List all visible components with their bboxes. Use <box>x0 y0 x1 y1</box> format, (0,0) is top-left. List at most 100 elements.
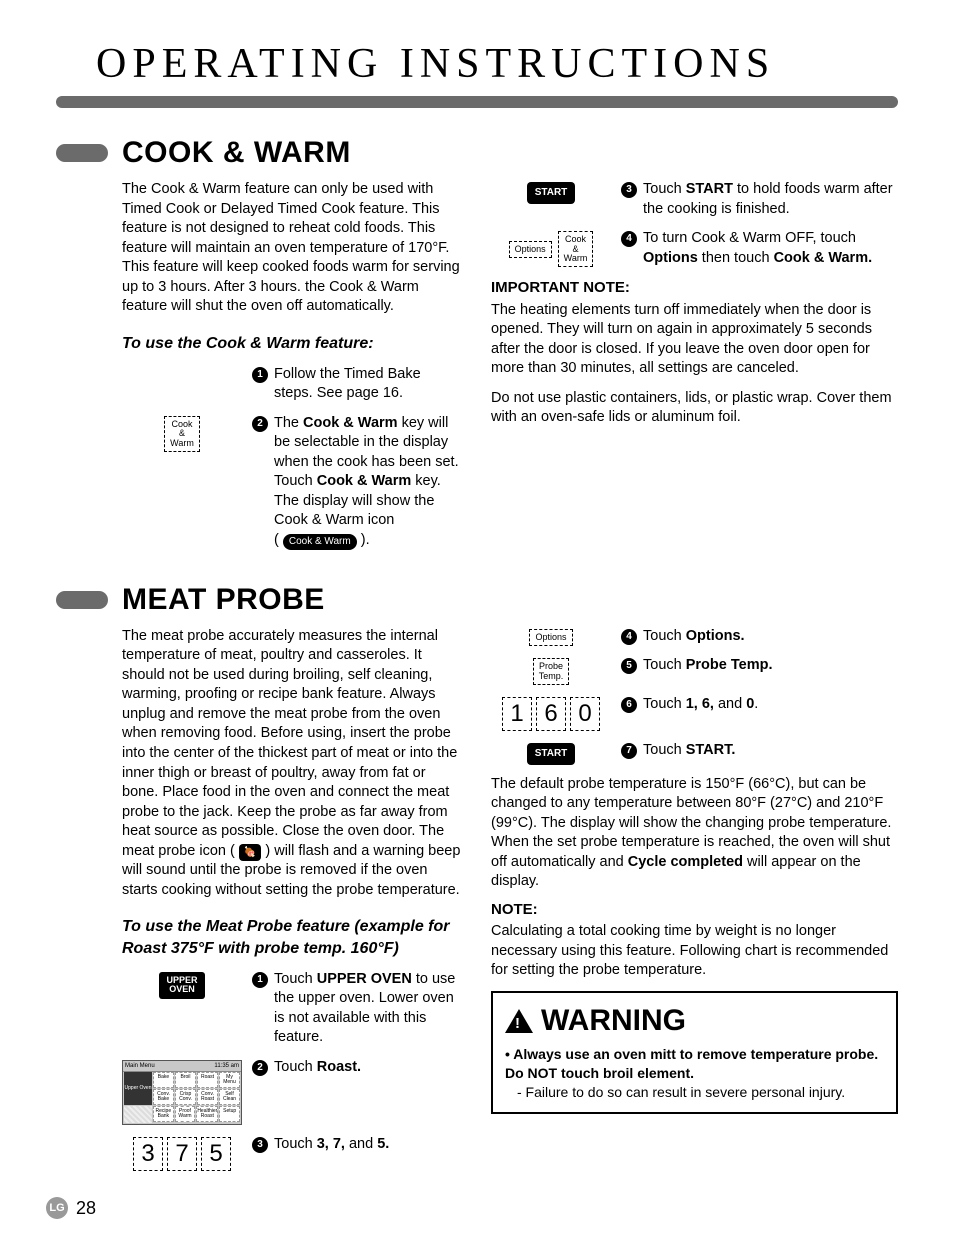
important-note-2: Do not use plastic containers, lids, or … <box>491 389 898 428</box>
t: 5. <box>377 1136 389 1152</box>
start-button[interactable]: START <box>527 743 576 765</box>
digit-7[interactable]: 7 <box>167 1137 197 1171</box>
cook-warm-key[interactable]: Cook & Warm <box>164 416 200 452</box>
cell: Proof Warm <box>175 1106 196 1122</box>
upper-oven-button[interactable]: UPPER OVEN <box>159 972 205 999</box>
cookwarm-subhead: To use the Cook & Warm feature: <box>122 333 463 355</box>
mp-step6: Touch 1, 6, and 0. <box>643 695 898 731</box>
cell: Conv. Roast <box>197 1089 218 1105</box>
t: Touch <box>643 696 686 712</box>
mp-step4: Touch Options. <box>643 627 898 647</box>
section-title-meatprobe: MEAT PROBE <box>122 583 325 617</box>
probe-icon: 🍖 <box>239 844 261 862</box>
t: and <box>345 1136 377 1152</box>
t: Probe Temp. <box>686 657 773 673</box>
t: Cook & Warm. <box>774 250 873 266</box>
probe-temp-key[interactable]: Probe Temp. <box>533 658 570 685</box>
cook-warm-key-2[interactable]: Cook & Warm <box>558 231 594 267</box>
digit-row-375: 3 7 5 <box>133 1137 231 1171</box>
step-num-3: 3 <box>252 1137 268 1153</box>
digit-0[interactable]: 0 <box>570 697 600 731</box>
t: 0 <box>746 696 754 712</box>
t: and <box>714 696 746 712</box>
meatprobe-subhead: To use the Meat Probe feature (example f… <box>122 916 463 959</box>
screen-hdr-right: 11:35 am <box>214 1062 239 1070</box>
t: To turn Cook & Warm OFF, touch <box>643 230 856 246</box>
t: START. <box>686 742 736 758</box>
cw-step4: To turn Cook & Warm OFF, touch Options t… <box>643 229 898 268</box>
t: Touch <box>643 742 686 758</box>
t: 3, 7, <box>317 1136 345 1152</box>
warning-box: WARNING • Always use an oven mitt to rem… <box>491 991 898 1114</box>
t: START <box>686 181 733 197</box>
step-num-7: 7 <box>621 743 637 759</box>
digit-5[interactable]: 5 <box>201 1137 231 1171</box>
screen-upper-oven-label: Upper Oven <box>124 1072 152 1105</box>
step-num-2: 2 <box>252 416 268 432</box>
t: Options <box>643 250 698 266</box>
start-button[interactable]: START <box>527 182 576 204</box>
options-key[interactable]: Options <box>529 629 572 646</box>
mp-step2: Touch Roast. <box>274 1058 463 1125</box>
digit-1[interactable]: 1 <box>502 697 532 731</box>
t: Touch <box>643 628 686 644</box>
step-num-4: 4 <box>621 629 637 645</box>
cell: Self Clean <box>219 1089 240 1105</box>
t: Options. <box>686 628 745 644</box>
mp-step5: Touch Probe Temp. <box>643 656 898 685</box>
t: 1, 6, <box>686 696 714 712</box>
t: Touch <box>643 657 686 673</box>
warning-head: WARNING <box>505 1001 884 1042</box>
page-footer: LG 28 <box>46 1197 96 1219</box>
meatprobe-intro: The meat probe accurately measures the i… <box>122 627 463 901</box>
step-num-6: 6 <box>621 697 637 713</box>
important-note-head: IMPORTANT NOTE: <box>491 278 898 298</box>
oven-display-mock: Main Menu 11:35 am Upper Oven Bake Broil… <box>122 1060 242 1125</box>
screen-hdr-left: Main Menu <box>125 1062 155 1070</box>
page-title: OPERATING INSTRUCTIONS <box>96 40 898 88</box>
cell: Broil <box>175 1072 196 1088</box>
cell: Crisp Conv. <box>175 1089 196 1105</box>
t: Cycle completed <box>628 854 743 870</box>
step-num-1: 1 <box>252 972 268 988</box>
t: Touch <box>274 1136 317 1152</box>
step-num-5: 5 <box>621 658 637 674</box>
t: Cook & Warm <box>317 473 412 489</box>
t: then touch <box>698 250 774 266</box>
t: The <box>274 415 303 431</box>
cell: Conv. Bake <box>153 1089 174 1105</box>
options-key[interactable]: Options <box>509 241 552 258</box>
warning-sub: - Failure to do so can result in severe … <box>517 1083 884 1102</box>
section-bullet <box>56 144 108 162</box>
mp-step1: Touch UPPER OVEN to use the upper oven. … <box>274 970 463 1048</box>
cw-step2: The Cook & Warm key will be selectable i… <box>274 414 463 551</box>
digit-row-160: 1 6 0 <box>502 697 600 731</box>
cw-step1: Follow the Timed Bake steps. See page 16… <box>274 365 463 404</box>
digit-3[interactable]: 3 <box>133 1137 163 1171</box>
cell: Recipe Bank <box>153 1106 174 1122</box>
section-title-cookwarm: COOK & WARM <box>122 136 351 170</box>
warning-title: WARNING <box>541 1001 686 1042</box>
cell: My Menu <box>219 1072 240 1088</box>
warning-bullet: • Always use an oven mitt to remove temp… <box>505 1045 884 1083</box>
step-num-2: 2 <box>252 1060 268 1076</box>
important-note-1: The heating elements turn off immediatel… <box>491 301 898 379</box>
screen-food-img <box>124 1106 152 1123</box>
default-probe-para: The default probe temperature is 150°F (… <box>491 775 898 892</box>
mp-step7: Touch START. <box>643 741 898 765</box>
cell: Roast <box>197 1072 218 1088</box>
t: Touch <box>274 971 317 987</box>
t: Touch <box>274 1059 317 1075</box>
cell: Bake <box>153 1072 174 1088</box>
t: UPPER OVEN <box>317 971 412 987</box>
digit-6[interactable]: 6 <box>536 697 566 731</box>
step-num-4: 4 <box>621 231 637 247</box>
t: Cook & Warm <box>303 415 398 431</box>
divider-bar <box>56 96 898 108</box>
cw-step3: Touch START to hold foods warm after the… <box>643 180 898 219</box>
section-head-cookwarm: COOK & WARM <box>56 136 898 170</box>
cookwarm-intro: The Cook & Warm feature can only be used… <box>122 180 463 317</box>
step-num-3: 3 <box>621 182 637 198</box>
section-bullet <box>56 591 108 609</box>
cell: Setup <box>219 1106 240 1122</box>
